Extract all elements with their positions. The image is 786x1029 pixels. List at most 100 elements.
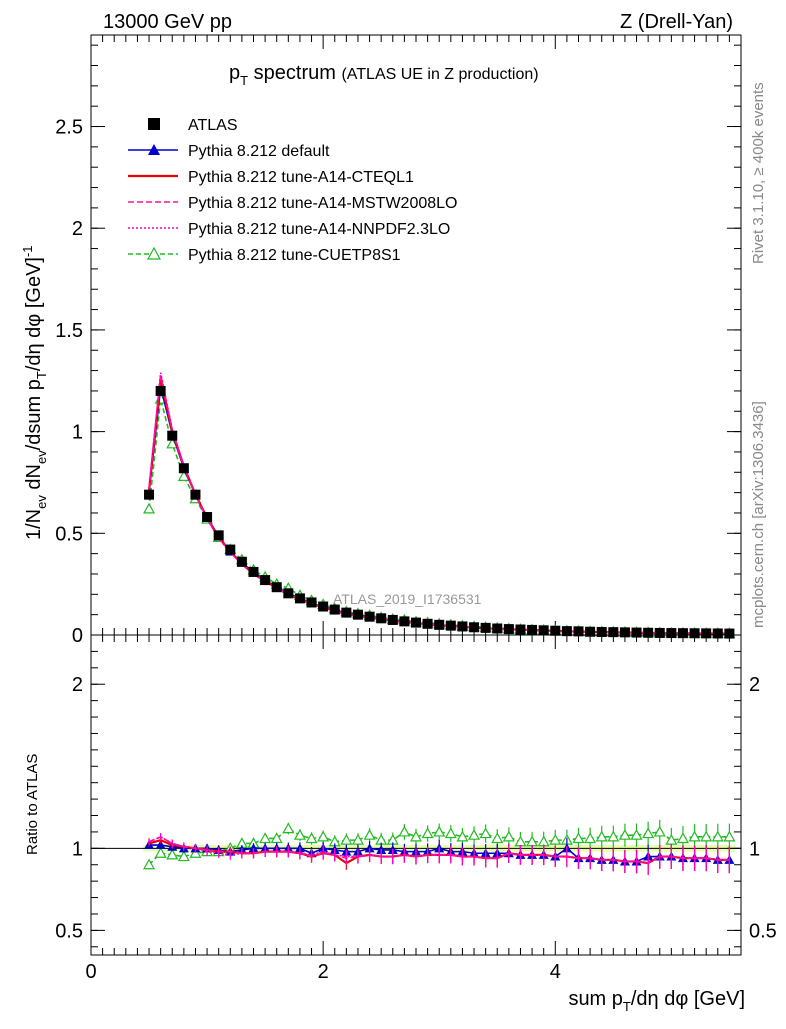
atlas-point	[399, 616, 410, 627]
yl-ev1: ev	[34, 495, 49, 509]
ratio-cuetp8s1-point	[270, 832, 283, 844]
ratio-cuetp8s1-point	[676, 832, 689, 844]
title-p: p	[229, 62, 240, 84]
ratio-cuetp8s1-point	[665, 833, 678, 845]
atlas-point	[236, 556, 247, 567]
ratio-cuetp8s1-point	[166, 848, 179, 860]
atlas-point	[503, 624, 514, 635]
yl-exp: -1	[20, 245, 35, 257]
title-sub: T	[240, 73, 248, 88]
atlas-point	[643, 627, 654, 638]
atlas-point	[364, 611, 375, 622]
legend-label: Pythia 8.212 tune-A14-CTEQL1	[188, 169, 414, 186]
ratio-cuetp8s1-point	[293, 828, 306, 840]
ratio-cuetp8s1-point	[143, 858, 156, 870]
atlas-point	[469, 622, 480, 633]
ratio-cuetp8s1-point	[584, 832, 597, 844]
ratio-default-point	[248, 843, 259, 853]
title-paren: (ATLAS UE in Z production)	[341, 66, 538, 83]
ratio-cuetp8s1-point	[456, 830, 469, 842]
atlas-point	[527, 624, 538, 635]
xl-a: sum p	[568, 988, 622, 1010]
y-tick-label: 0	[72, 625, 83, 647]
yl-t: T	[34, 371, 49, 379]
ratio-cuetp8s1-point	[259, 832, 272, 844]
atlas-point	[701, 628, 712, 639]
legend-label: Pythia 8.212 tune-A14-MSTW2008LO	[188, 195, 457, 212]
ratio-cuetp8s1-point	[444, 827, 457, 839]
ratio-cuetp8s1-point	[491, 832, 504, 844]
ratio-frame	[90, 634, 742, 956]
ratio-cuetp8s1-point	[514, 835, 527, 847]
atlas-point	[608, 627, 619, 638]
atlas-point	[538, 625, 549, 636]
ratio-cuetp8s1-point	[340, 833, 353, 845]
cuetp8s1-point	[143, 502, 156, 514]
ratio-cuetp8s1-point	[618, 828, 631, 840]
ratio-y-tick-label: 2	[72, 674, 83, 696]
ratio-y-tick-label-right: 2	[749, 674, 760, 696]
y-tick-label: 2	[72, 218, 83, 240]
ratio-cuetp8s1-point	[572, 832, 585, 844]
atlas-point	[422, 618, 433, 629]
atlas-point	[492, 623, 503, 634]
atlas-point	[434, 619, 445, 630]
atlas-point	[294, 593, 305, 604]
analysis-watermark: ATLAS_2019_I1736531	[333, 591, 482, 607]
y-tick-label: 0.5	[55, 523, 83, 545]
ratio-cuetp8s1-point	[363, 828, 376, 840]
ratio-cuetp8s1-point	[479, 827, 492, 839]
ratio-cuetp8s1-point	[398, 825, 411, 837]
atlas-point	[411, 617, 421, 628]
ratio-cuetp8s1-point	[549, 833, 562, 845]
atlas-point	[248, 566, 259, 577]
ratio-y-tick-label-right: 1	[749, 838, 760, 860]
y-axis-label-ratio: Ratio to ATLAS	[24, 754, 41, 855]
svg-text:1/Nev dNev/dsum pT/dη dφ [GeV: 1/Nev dNev/dsum pT/dη dφ [GeV]-1	[20, 245, 49, 540]
atlas-point	[260, 575, 271, 586]
atlas-point	[190, 489, 201, 500]
y-axis-label-main: 1/Nev dNev/dsum pT/dη dφ [GeV]-1	[20, 245, 49, 540]
yl-a: 1/N	[23, 509, 45, 540]
atlas-point	[167, 430, 178, 441]
legend-label: Pythia 8.212 tune-CUETP8S1	[188, 247, 401, 264]
atlas-point	[480, 622, 491, 633]
ratio-cuetp8s1-point	[607, 830, 620, 842]
atlas-point	[654, 627, 665, 638]
atlas-point	[596, 626, 607, 637]
ratio-cuetp8s1-point	[433, 825, 446, 837]
legend-label: ATLAS	[188, 117, 238, 134]
ratio-cuetp8s1-point	[177, 850, 190, 862]
ratio-default-point	[155, 840, 166, 850]
plot-title: pT spectrum (ATLAS UE in Z production)	[229, 62, 539, 88]
ratio-cuetp8s1-point	[282, 822, 295, 834]
xl-t: T	[623, 999, 631, 1014]
ratio-cuetp8s1-point	[630, 828, 643, 840]
ratio-cuetp8s1-point	[421, 827, 434, 839]
atlas-point	[515, 624, 526, 635]
atlas-point	[666, 628, 677, 639]
y-tick-label: 1	[72, 422, 83, 444]
atlas-point	[631, 627, 642, 638]
atlas-point	[619, 627, 630, 638]
y-tick-label: 1.5	[55, 320, 83, 342]
y-tick-label: 2.5	[55, 117, 83, 139]
xl-b: /dη dφ [GeV]	[631, 988, 745, 1010]
legend-marker-cuetp8s1	[146, 246, 162, 260]
ratio-y-tick-label: 1	[72, 838, 83, 860]
header-left: 13000 GeV pp	[103, 11, 232, 33]
legend: ATLAS Pythia 8.212 default Pythia 8.212 tu…	[128, 117, 457, 264]
ratio-cuetp8s1-point	[711, 830, 724, 842]
atlas-point	[550, 625, 561, 636]
legend-label: Pythia 8.212 tune-A14-NNPDF2.3LO	[188, 221, 450, 238]
atlas-point	[376, 613, 387, 624]
ratio-cuetp8s1-point	[642, 827, 655, 839]
ratio-cuetp8s1-point	[502, 830, 515, 842]
x-tick-label: 0	[85, 961, 96, 983]
ratio-cuetp8s1-point	[723, 830, 736, 842]
atlas-point	[283, 588, 294, 599]
yl-d: /dη dφ [GeV]	[23, 257, 45, 371]
ratio-y-tick-label: 0.5	[55, 920, 83, 942]
ratio-plot-panel: 0.5 0.5 1 1 2 2	[55, 634, 777, 956]
